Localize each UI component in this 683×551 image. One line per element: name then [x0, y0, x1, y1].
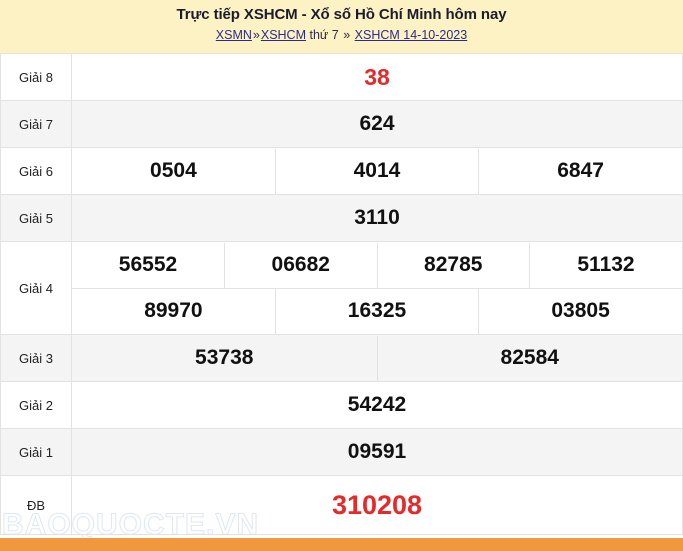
prize-label-g4: Giải 4: [0, 241, 72, 335]
breadcrumb-link-xsmn[interactable]: XSMN: [215, 28, 252, 42]
prize-cell-g4: 56552 06682 82785 51132 89970 16325 0380…: [71, 241, 683, 335]
table-row-g7: Giải 7 624: [0, 100, 683, 148]
breadcrumb-link-date[interactable]: XSHCM 14-10-2023: [354, 28, 468, 42]
prize-label-g6: Giải 6: [0, 147, 72, 195]
table-row-g8: Giải 8 38: [0, 53, 683, 101]
prize-label-db: ĐB: [0, 475, 72, 535]
table-row-g4: Giải 4 56552 06682 82785 51132 89970: [0, 241, 683, 335]
breadcrumb-link-xshcm[interactable]: XSHCM: [260, 28, 307, 42]
prize-value-g6-2: 4014: [275, 148, 480, 194]
prize-value-g4-2: 06682: [224, 242, 378, 289]
prize-label-g8: Giải 8: [0, 53, 72, 101]
prize-label-g7: Giải 7: [0, 100, 72, 148]
g4-inner-table-2: 89970 16325 03805: [72, 288, 682, 334]
breadcrumb: XSMN»XSHCM thứ 7 » XSHCM 14-10-2023: [0, 27, 683, 43]
table-row-db: ĐB 310208: [0, 475, 683, 535]
prize-value-g1: 09591: [71, 428, 683, 476]
prize-value-g7: 624: [71, 100, 683, 148]
prize-value-g2: 54242: [71, 381, 683, 429]
prize-value-g6-3: 6847: [478, 148, 682, 194]
prize-value-g4-3: 82785: [377, 242, 530, 289]
table-row-g1: Giải 1 09591: [0, 428, 683, 476]
prize-label-g3: Giải 3: [0, 334, 72, 382]
prize-value-g5: 3110: [71, 194, 683, 242]
prize-value-g6-1: 0504: [72, 148, 276, 194]
g4-line-1: 56552 06682 82785 51132: [72, 242, 682, 289]
prize-value-g8: 38: [71, 53, 683, 101]
prize-value-g3-2: 82584: [377, 335, 682, 381]
breadcrumb-separator-1: »: [252, 28, 260, 42]
prize-label-g2: Giải 2: [0, 381, 72, 429]
page-header: Trực tiếp XSHCM - Xổ số Hồ Chí Minh hôm …: [0, 0, 683, 53]
g3-inner-table: 53738 82584: [72, 335, 682, 381]
prize-value-g4-5: 89970: [72, 288, 276, 334]
prize-cell-g3: 53738 82584: [71, 334, 683, 382]
table-row-g6: Giải 6 0504 4014 6847: [0, 147, 683, 195]
g4-line-2: 89970 16325 03805: [72, 288, 682, 334]
prize-value-g4-1: 56552: [72, 242, 225, 289]
g4-inner-table: 56552 06682 82785 51132: [72, 242, 682, 289]
prize-value-db: 310208: [71, 475, 683, 535]
bottom-orange-bar: [0, 538, 683, 551]
prize-value-g4-4: 51132: [529, 242, 682, 289]
prize-value-g4-7: 03805: [478, 288, 682, 334]
prize-value-g3-1: 53738: [72, 335, 378, 381]
lottery-result-table: Giải 8 38 Giải 7 624 Giải 6 0504 4014 68…: [0, 53, 683, 535]
page-title: Trực tiếp XSHCM - Xổ số Hồ Chí Minh hôm …: [176, 6, 507, 23]
prize-label-g1: Giải 1: [0, 428, 72, 476]
breadcrumb-weekday: thứ 7: [309, 28, 339, 42]
prize-value-g4-6: 16325: [275, 288, 480, 334]
table-row-g3: Giải 3 53738 82584: [0, 334, 683, 382]
breadcrumb-separator-2: »: [343, 28, 351, 42]
prize-cell-g6: 0504 4014 6847: [71, 147, 683, 195]
table-row-g2: Giải 2 54242: [0, 381, 683, 429]
g6-inner-table: 0504 4014 6847: [72, 148, 682, 194]
prize-label-g5: Giải 5: [0, 194, 72, 242]
table-row-g5: Giải 5 3110: [0, 194, 683, 242]
